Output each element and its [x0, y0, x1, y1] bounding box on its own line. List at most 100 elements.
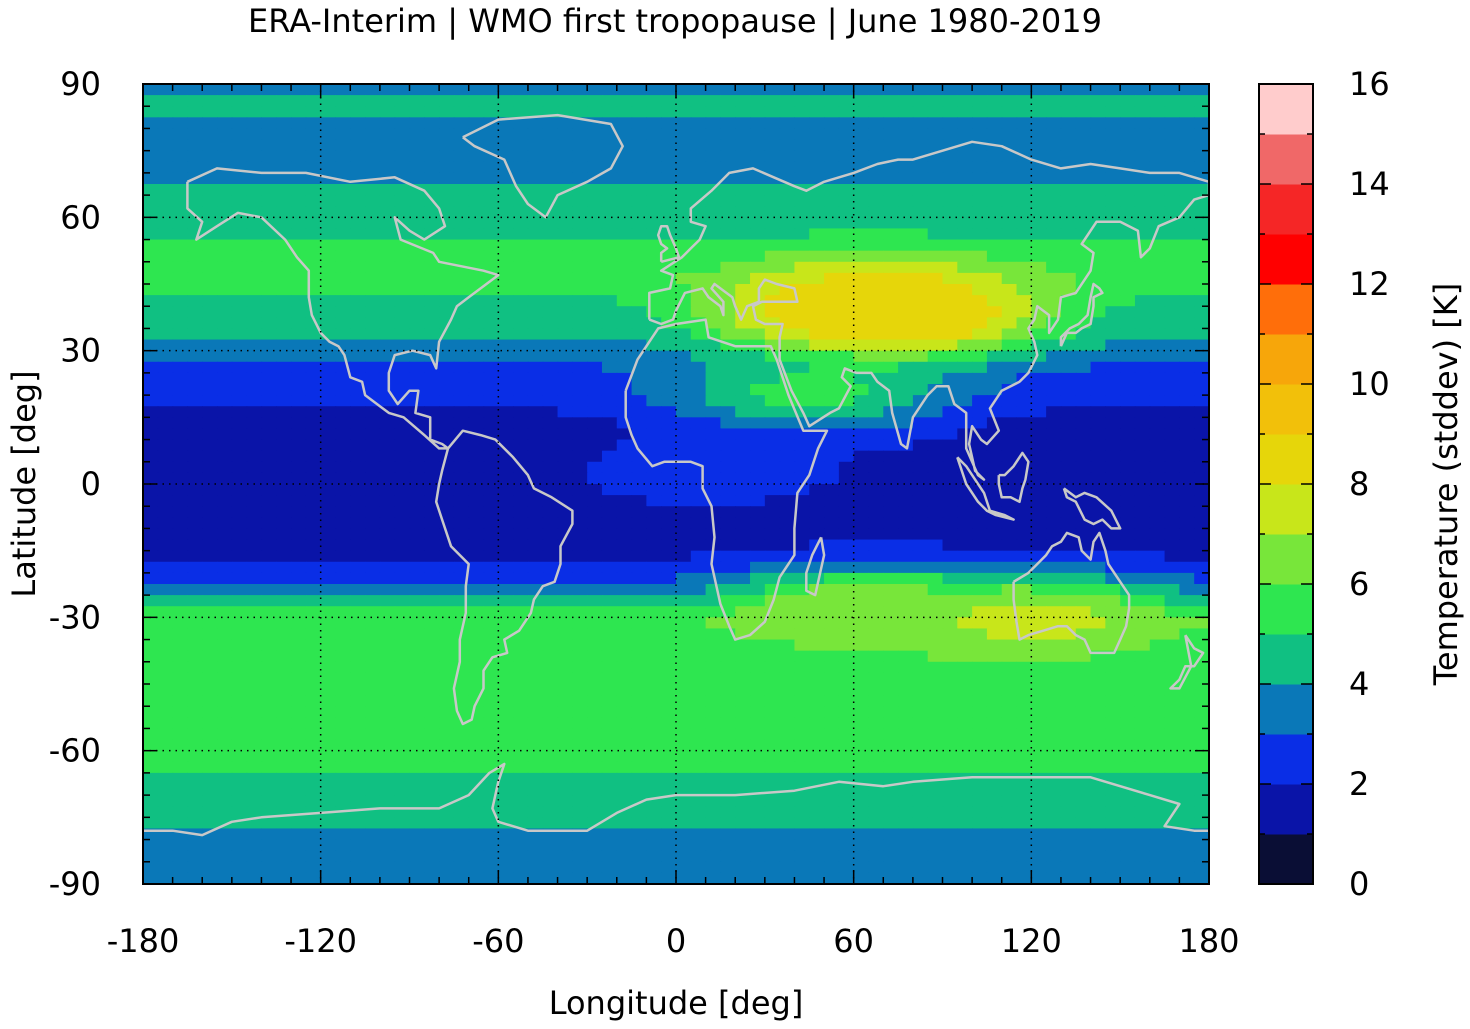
- heatmap-cell: [172, 750, 189, 763]
- heatmap-cell: [927, 695, 944, 707]
- heatmap-cell: [912, 239, 929, 252]
- heatmap-cell: [794, 272, 810, 285]
- heatmap-cell: [661, 317, 677, 330]
- heatmap-cell: [1164, 772, 1180, 785]
- heatmap-cell: [587, 106, 603, 118]
- heatmap-cell: [143, 295, 159, 307]
- heatmap-cell: [1046, 684, 1062, 696]
- heatmap-cell: [453, 195, 470, 207]
- heatmap-cell: [172, 517, 189, 530]
- heatmap-cell: [1179, 161, 1195, 174]
- heatmap-cell: [676, 184, 692, 196]
- heatmap-cell: [143, 250, 159, 263]
- heatmap-cell: [1060, 228, 1077, 241]
- heatmap-cell: [601, 295, 618, 307]
- heatmap-cell: [661, 84, 677, 96]
- heatmap-cell: [587, 495, 603, 507]
- heatmap-cell: [646, 428, 662, 441]
- heatmap-cell: [898, 539, 914, 552]
- heatmap-cell: [720, 672, 736, 685]
- heatmap-cell: [986, 239, 1003, 252]
- heatmap-cell: [305, 784, 322, 796]
- heatmap-cell: [276, 117, 292, 130]
- heatmap-cell: [1194, 717, 1209, 730]
- heatmap-cell: [291, 606, 307, 618]
- heatmap-cell: [883, 817, 899, 830]
- heatmap-cell: [690, 595, 707, 607]
- heatmap-cell: [246, 650, 263, 663]
- heatmap-cell: [557, 828, 573, 841]
- heatmap-cell: [231, 195, 248, 207]
- heatmap-cell: [542, 361, 559, 374]
- heatmap-cell: [157, 806, 174, 818]
- heatmap-cell: [394, 806, 411, 818]
- heatmap-cell: [157, 495, 174, 507]
- heatmap-cell: [750, 561, 766, 574]
- heatmap-cell: [157, 606, 174, 618]
- heatmap-cell: [483, 306, 499, 318]
- heatmap-cell: [365, 695, 381, 707]
- heatmap-cell: [320, 295, 337, 307]
- heatmap-cell: [143, 506, 159, 518]
- heatmap-cell: [972, 450, 988, 463]
- heatmap-cell: [912, 117, 929, 130]
- heatmap-cell: [365, 561, 381, 574]
- heatmap-cell: [1134, 739, 1151, 752]
- heatmap-cell: [1090, 317, 1106, 330]
- heatmap-cell: [335, 772, 351, 785]
- heatmap-cell: [468, 806, 485, 818]
- heatmap-cell: [720, 372, 736, 385]
- heatmap-cell: [379, 750, 396, 763]
- heatmap-cell: [172, 828, 189, 841]
- heatmap-cell: [824, 506, 840, 518]
- heatmap-cell: [927, 161, 944, 174]
- heatmap-cell: [601, 250, 618, 263]
- heatmap-cell: [1031, 295, 1047, 307]
- heatmap-cell: [305, 206, 322, 218]
- heatmap-cell: [572, 772, 588, 785]
- heatmap-cell: [143, 372, 159, 385]
- heatmap-cell: [542, 439, 559, 452]
- heatmap-cell: [1134, 417, 1151, 430]
- heatmap-cell: [986, 539, 1003, 552]
- heatmap-cell: [157, 795, 174, 807]
- heatmap-cell: [957, 539, 973, 552]
- heatmap-cell: [690, 206, 707, 218]
- heatmap-cell: [350, 772, 366, 785]
- heatmap-cell: [883, 117, 899, 130]
- heatmap-cell: [690, 639, 707, 652]
- heatmap-cell: [513, 495, 529, 507]
- heatmap-cell: [690, 361, 707, 374]
- heatmap-cell: [705, 139, 722, 152]
- heatmap-cell: [912, 439, 929, 452]
- heatmap-cell: [1149, 461, 1166, 474]
- heatmap-cell: [1105, 106, 1121, 118]
- heatmap-cell: [379, 850, 396, 863]
- heatmap-cell: [646, 584, 662, 596]
- heatmap-cell: [276, 839, 292, 852]
- heatmap-cell: [261, 117, 277, 130]
- heatmap-cell: [453, 661, 470, 674]
- heatmap-cell: [942, 761, 958, 774]
- heatmap-cell: [1120, 395, 1136, 407]
- heatmap-cell: [1194, 772, 1209, 785]
- heatmap-cell: [542, 728, 559, 741]
- heatmap-cell: [320, 795, 337, 807]
- heatmap-cell: [868, 739, 884, 752]
- heatmap-cell: [1105, 217, 1121, 230]
- heatmap-cell: [868, 784, 884, 796]
- heatmap-cell: [601, 472, 618, 485]
- heatmap-cell: [750, 628, 766, 641]
- heatmap-cell: [542, 117, 559, 130]
- heatmap-cell: [572, 517, 588, 530]
- heatmap-cell: [350, 839, 366, 852]
- heatmap-cell: [291, 395, 307, 407]
- heatmap-cell: [498, 572, 514, 585]
- heatmap-cell: [335, 95, 351, 107]
- heatmap-cell: [246, 784, 263, 796]
- heatmap-cell: [631, 717, 647, 730]
- heatmap-cell: [453, 584, 470, 596]
- heatmap-cell: [883, 717, 899, 730]
- heatmap-cell: [1075, 439, 1092, 452]
- heatmap-cell: [217, 384, 233, 396]
